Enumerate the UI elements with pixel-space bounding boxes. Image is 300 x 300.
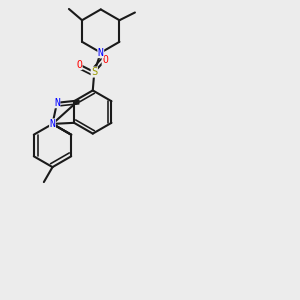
Text: O: O bbox=[76, 59, 82, 70]
Text: N: N bbox=[54, 98, 60, 108]
Text: N: N bbox=[50, 119, 56, 129]
Text: O: O bbox=[102, 55, 108, 65]
Text: N: N bbox=[98, 48, 104, 58]
Text: S: S bbox=[91, 67, 98, 77]
